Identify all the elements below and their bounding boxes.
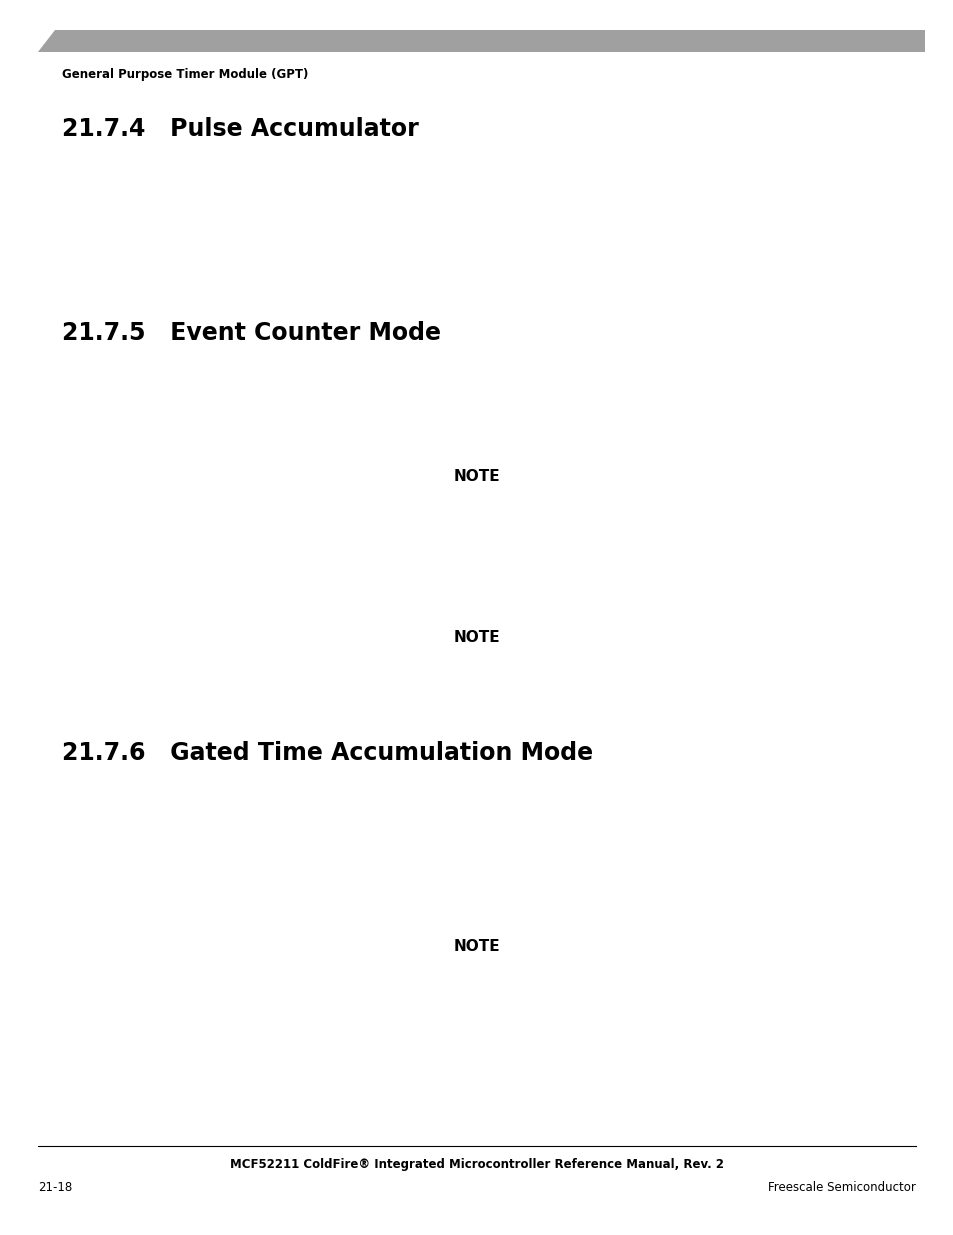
Text: MCF52211 ColdFire® Integrated Microcontroller Reference Manual, Rev. 2: MCF52211 ColdFire® Integrated Microcontr…: [230, 1158, 723, 1172]
Text: NOTE: NOTE: [454, 630, 499, 645]
Polygon shape: [38, 30, 924, 52]
Text: Freescale Semiconductor: Freescale Semiconductor: [767, 1181, 915, 1194]
Text: NOTE: NOTE: [454, 469, 499, 484]
Text: NOTE: NOTE: [454, 939, 499, 953]
Text: 21-18: 21-18: [38, 1181, 72, 1194]
Text: 21.7.4   Pulse Accumulator: 21.7.4 Pulse Accumulator: [62, 117, 418, 141]
Text: General Purpose Timer Module (GPT): General Purpose Timer Module (GPT): [62, 68, 308, 82]
Text: 21.7.6   Gated Time Accumulation Mode: 21.7.6 Gated Time Accumulation Mode: [62, 741, 593, 764]
Text: 21.7.5   Event Counter Mode: 21.7.5 Event Counter Mode: [62, 321, 440, 345]
